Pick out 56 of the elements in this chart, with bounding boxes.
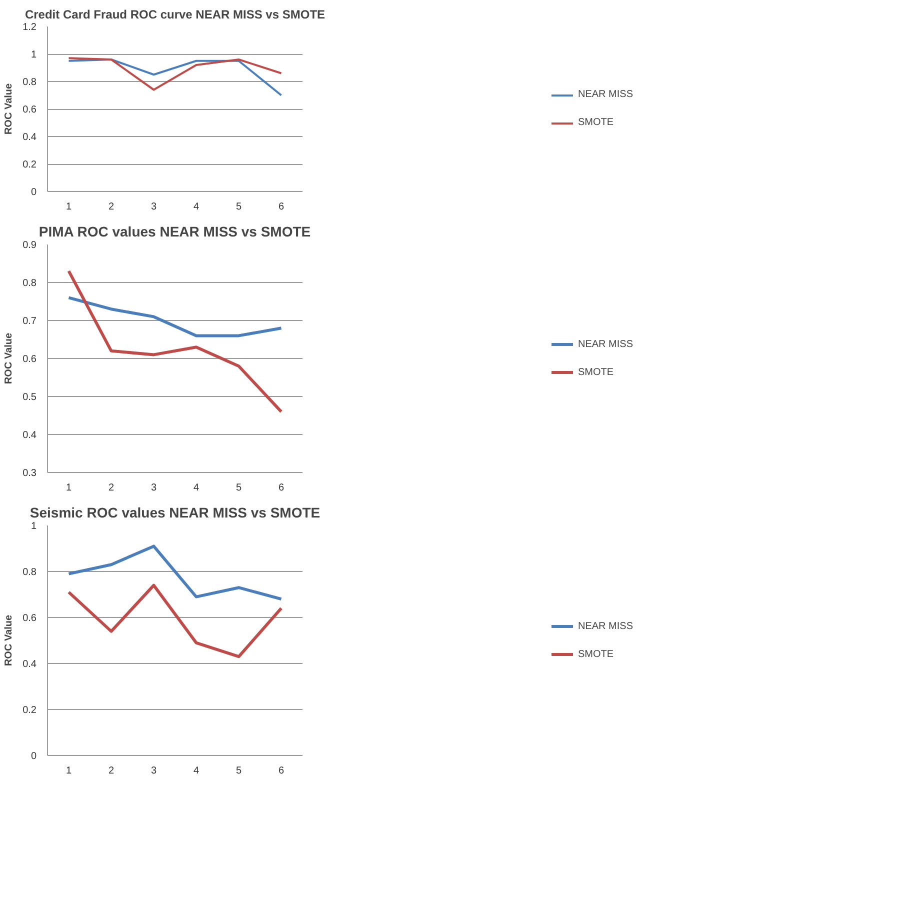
- y-tick-label: 0.4: [22, 132, 37, 143]
- y-tick-label: 0.2: [22, 160, 37, 170]
- x-tick-label: 6: [278, 202, 284, 212]
- y-axis-title: ROC Value: [4, 83, 15, 135]
- x-tick-label: 1: [66, 766, 72, 776]
- y-tick-label: 0.4: [22, 659, 37, 670]
- x-tick-label: 3: [150, 202, 157, 212]
- y-axis-title: ROC Value: [4, 332, 15, 384]
- legend-label: SMOTE: [578, 648, 614, 660]
- y-tick-label: 0: [30, 187, 37, 198]
- x-tick-label: 4: [193, 766, 200, 776]
- chart-title: Credit Card Fraud ROC curve NEAR MISS vs SMOTE: [24, 8, 326, 22]
- chart-title: PIMA ROC values NEAR MISS vs SMOTE: [38, 224, 311, 240]
- y-tick-label: 0.2: [22, 705, 37, 716]
- x-tick-label: 1: [66, 202, 72, 212]
- y-tick-label: 0.6: [22, 613, 37, 624]
- y-tick-label: 0.8: [22, 278, 37, 289]
- legend-label: NEAR MISS: [578, 620, 634, 632]
- line-series: [68, 57, 282, 91]
- x-tick-label: 2: [108, 766, 114, 776]
- x-tick-label: 5: [236, 202, 242, 212]
- x-tick-label: 6: [278, 766, 284, 776]
- y-tick-label: 1: [30, 50, 37, 60]
- line-series: [67, 544, 283, 601]
- y-tick-label: 0.9: [22, 240, 37, 251]
- y-tick-label: 0: [30, 751, 37, 762]
- y-tick-label: 0.8: [22, 567, 37, 578]
- x-tick-label: 2: [108, 202, 114, 212]
- line-series: [67, 270, 283, 414]
- x-tick-label: 3: [150, 482, 157, 494]
- y-tick-label: 0.4: [22, 430, 37, 441]
- y-tick-label: 0.5: [22, 392, 37, 403]
- x-tick-label: 4: [193, 482, 200, 494]
- y-tick-label: 0.6: [22, 104, 37, 116]
- y-tick-label: 0.6: [22, 354, 37, 365]
- legend-label: SMOTE: [578, 117, 614, 128]
- legend-label: NEAR MISS: [578, 338, 634, 350]
- y-tick-label: 0.7: [22, 316, 37, 327]
- legend-label: SMOTE: [578, 366, 614, 378]
- x-tick-label: 2: [108, 482, 114, 494]
- y-tick-label: 0.8: [22, 77, 37, 88]
- x-tick-label: 5: [236, 766, 242, 776]
- x-tick-label: 6: [278, 482, 284, 494]
- y-tick-label: 0.3: [22, 468, 37, 479]
- y-tick-label: 1: [30, 521, 37, 532]
- line-series: [67, 584, 283, 658]
- x-tick-label: 3: [150, 766, 157, 776]
- x-tick-label: 4: [193, 202, 200, 212]
- line-series: [68, 58, 282, 96]
- x-tick-label: 1: [66, 482, 72, 494]
- line-series: [67, 296, 283, 338]
- y-tick-label: 1.2: [22, 22, 37, 33]
- x-tick-label: 5: [236, 482, 242, 494]
- y-axis-title: ROC Value: [4, 614, 15, 666]
- chart-title: Seismic ROC values NEAR MISS vs SMOTE: [30, 504, 320, 520]
- legend-label: NEAR MISS: [578, 89, 634, 100]
